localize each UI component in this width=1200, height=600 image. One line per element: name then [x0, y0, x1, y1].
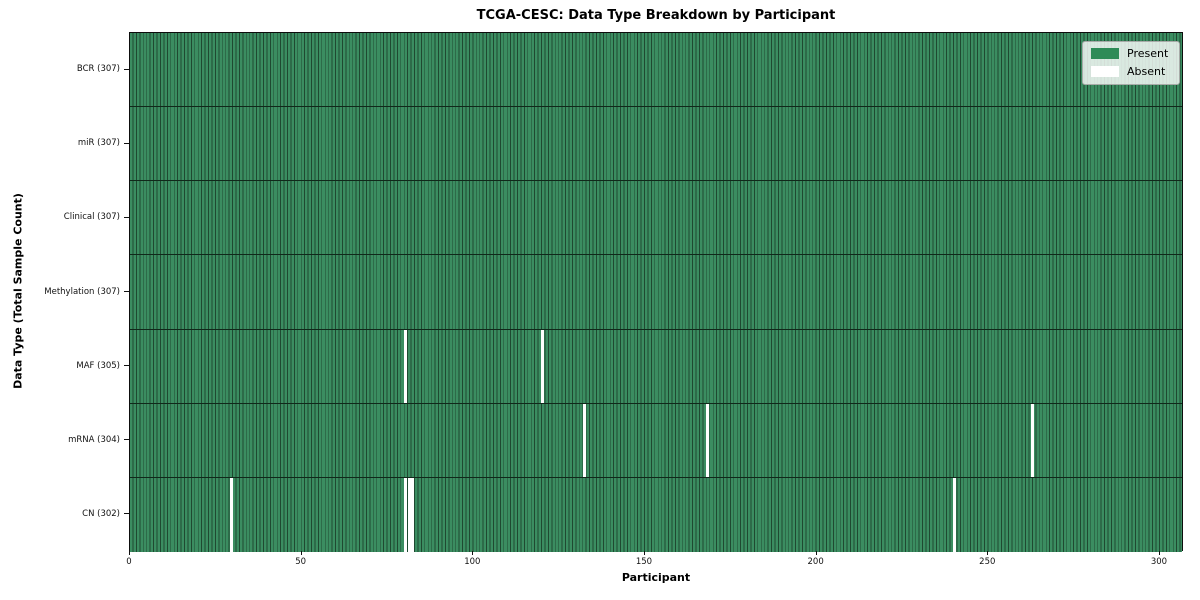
absent-cell-cn-81 — [407, 477, 411, 552]
legend-label: Absent — [1127, 65, 1166, 78]
row-mir — [130, 107, 1182, 182]
x-tick-mark — [987, 551, 989, 555]
y-tick-label-methylation: Methylation (307) — [44, 286, 120, 297]
x-tick-mark — [472, 551, 474, 555]
x-tick-mark — [1158, 551, 1160, 555]
legend-swatch-absent — [1091, 66, 1119, 77]
absent-cell-maf-120 — [541, 329, 545, 403]
absent-cell-cn-82 — [411, 477, 415, 552]
absent-cell-maf-80 — [404, 329, 408, 403]
x-tick-label-100: 100 — [464, 557, 481, 567]
row-clinical — [130, 181, 1182, 256]
y-tick-label-mrna: mRNA (304) — [68, 434, 120, 445]
y-tick-label-maf: MAF (305) — [76, 360, 120, 371]
x-tick-mark — [643, 551, 645, 555]
x-tick-mark — [815, 551, 817, 555]
absent-cell-cn-80 — [404, 477, 408, 552]
x-tick-mark — [300, 551, 302, 555]
legend-item-present: Present — [1091, 47, 1171, 60]
x-tick-label-300: 300 — [1150, 557, 1168, 567]
y-tick-label-cn: CN (302) — [82, 508, 120, 519]
y-tick-mark — [124, 68, 129, 70]
y-tick-label-bcr: BCR (307) — [76, 64, 120, 75]
row-bcr — [130, 33, 1182, 108]
row-methylation — [130, 255, 1182, 330]
legend-label: Present — [1127, 47, 1169, 60]
x-tick-label-150: 150 — [635, 557, 653, 567]
y-tick-label-clinical: Clinical (307) — [63, 212, 120, 223]
y-tick-mark — [124, 216, 129, 218]
absent-cell-cn-240 — [952, 477, 956, 552]
x-tick-mark — [129, 551, 130, 555]
legend-swatch-present — [1091, 48, 1119, 59]
y-tick-mark — [124, 439, 129, 441]
absent-cell-cn-29 — [229, 477, 233, 552]
absent-cell-mrna-263 — [1031, 403, 1035, 477]
x-tick-label-250: 250 — [979, 557, 996, 567]
row-mrna — [130, 403, 1182, 478]
y-tick-mark — [124, 365, 129, 367]
chart-title: TCGA-CESC: Data Type Breakdown by Partic… — [476, 8, 836, 23]
y-tick-mark — [124, 142, 129, 144]
legend-item-absent: Absent — [1091, 65, 1171, 78]
x-tick-label-200: 200 — [807, 557, 824, 567]
row-maf — [130, 329, 1182, 404]
absent-cell-mrna-168 — [705, 403, 709, 477]
y-tick-mark — [124, 291, 129, 292]
row-cn — [130, 477, 1182, 552]
plot-area — [129, 32, 1183, 552]
y-tick-label-mir: miR (307) — [77, 138, 120, 149]
x-axis-label: Participant — [621, 571, 691, 584]
x-tick-label-0: 0 — [126, 557, 132, 567]
y-tick-mark — [124, 513, 129, 515]
legend: Present Absent — [1082, 41, 1180, 85]
x-tick-label-50: 50 — [295, 557, 307, 567]
absent-cell-mrna-132 — [582, 403, 586, 477]
